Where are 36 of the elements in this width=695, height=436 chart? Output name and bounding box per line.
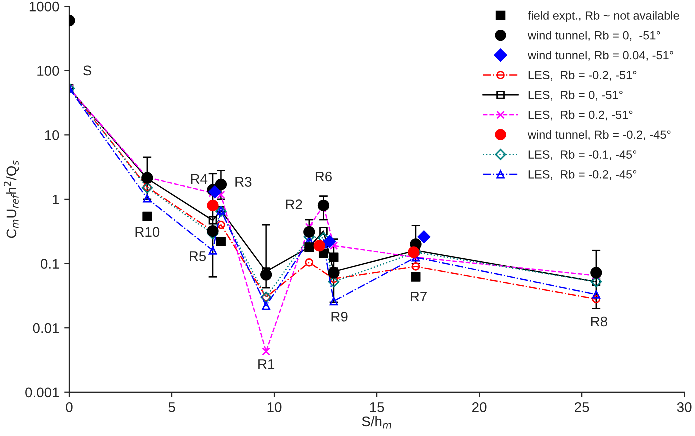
annotation: R4 (191, 174, 208, 184)
annotation: R6 (316, 172, 332, 182)
legend-label: LES, Rb = -0.2, -51° (528, 70, 637, 81)
y-tick-label: 10 (45, 130, 60, 140)
y-axis-title: C$_{m}$U$_{ref}$h$^{2}$/Q$_{s}$ (4, 160, 20, 238)
legend-label: field expt., Rb ~ not available (528, 11, 680, 22)
legend-label: LES, Rb = -0.1, -45° (528, 150, 637, 160)
x-tick-label: 5 (168, 402, 176, 412)
x-tick-label: 0 (66, 402, 73, 412)
annotation: R5 (190, 252, 206, 262)
annotation: S (84, 66, 92, 76)
x-tick-label: 25 (575, 402, 590, 412)
x-tick-label: 30 (677, 402, 692, 412)
legend-label: wind tunnel, Rb = 0.04, -51° (528, 50, 674, 62)
y-tick-label: 0.1 (41, 259, 60, 269)
y-tick-label: 1000 (30, 2, 60, 12)
x-tick-label: 10 (268, 402, 282, 412)
legend-label: LES, Rb = 0.2, -51° (528, 110, 633, 121)
x-tick-label: 20 (472, 402, 487, 412)
x-tick-label: 15 (370, 402, 384, 412)
annotation: R2 (286, 200, 302, 210)
x-axis-title: S/h$_{m}$ (362, 416, 392, 429)
y-tick-label: 100 (38, 66, 60, 76)
legend-label: LES, Rb = 0, -51° (528, 90, 623, 101)
y-tick-label: 1 (53, 194, 60, 205)
annotation: R10 (136, 227, 160, 238)
legend-label: LES, Rb = -0.2, -45° (528, 170, 637, 180)
annotation: R1 (258, 360, 275, 370)
y-tick-label: 0.01 (33, 323, 60, 334)
annotation: R3 (236, 177, 252, 187)
y-tick-label: 0.001 (26, 388, 60, 398)
annotation: R8 (591, 316, 608, 327)
annotation: R9 (332, 312, 348, 322)
annotation: R7 (411, 292, 427, 302)
legend-label: wind tunnel, Rb = 0, -51° (528, 31, 660, 42)
legend-label: wind tunnel, Rb = -0.2, -45° (528, 130, 671, 140)
